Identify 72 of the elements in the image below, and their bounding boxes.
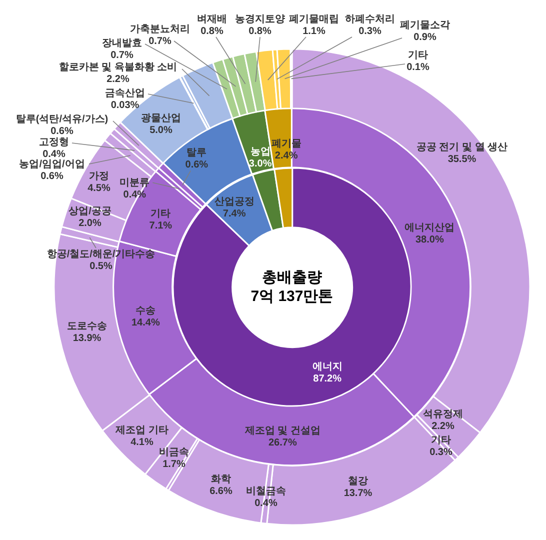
data-label: 0.03% (110, 100, 140, 111)
slice-label: 상업/공공 (68, 206, 112, 217)
slice-label: 항공/철도/해운/기타수송 (46, 249, 156, 260)
data-label: 13.7% (344, 488, 372, 499)
data-label: 0.9% (414, 32, 437, 43)
data-label: 38.0% (416, 234, 444, 246)
data-label: 0.3% (358, 26, 382, 37)
slice-label: 기타 (150, 208, 171, 220)
text: 7억 137만톤 (250, 286, 334, 306)
slice-label: 제조업 기타 (114, 425, 168, 436)
slice-label: 비금속 (159, 447, 189, 458)
slice-label: 에너지 (312, 360, 342, 372)
data-label: 0.6% (40, 171, 64, 182)
data-label: 35.5% (448, 154, 476, 165)
slice-label: 농업 (250, 146, 270, 157)
data-label: 0.3% (430, 447, 453, 458)
slice-label: 탈루(석탄/석유/가스) (16, 114, 108, 125)
slice-label: 장내발효 (102, 38, 142, 49)
data-label: 0.1% (406, 62, 430, 73)
slice-label: 에너지산업 (404, 222, 455, 234)
data-label: 0.4% (42, 149, 66, 160)
slice-label: 할로카본 및 육불화황 소비 (58, 62, 178, 73)
data-label: 4.5% (88, 183, 111, 194)
data-label: 26.7% (268, 438, 298, 449)
data-label: 0.7% (110, 50, 134, 61)
data-label: 2.2% (106, 74, 130, 85)
slice-label: 농경지토양 (235, 14, 285, 25)
data-label: 7.4% (222, 208, 246, 219)
data-label: 1.7% (162, 459, 186, 470)
slice-label: 미분류 (120, 178, 150, 189)
data-label: 13.9% (72, 333, 102, 344)
slice-label: 폐기물매립 (289, 14, 339, 25)
data-label: 87.2% (312, 372, 342, 384)
data-label: 0.4% (124, 190, 146, 201)
data-label: 2.2% (432, 421, 455, 432)
data-label: 14.4% (132, 318, 160, 329)
slice-label: 기타 (431, 435, 451, 446)
slice-label: 철강 (348, 476, 368, 487)
data-label: 4.1% (130, 437, 154, 448)
data-label: 0.6% (50, 126, 74, 137)
slice-label: 공공 전기 및 열 생산 (416, 142, 508, 153)
slice-label: 고정형 (39, 137, 69, 148)
slice-label: 금속산업 (105, 88, 145, 99)
slice-label: 하폐수처리 (345, 14, 395, 25)
data-label: 0.7% (148, 36, 172, 47)
slice-label: 산업공정 (214, 196, 254, 207)
data-label: 0.8% (200, 26, 224, 37)
slice-label: 기타 (408, 50, 428, 61)
slice-label: 비철금속 (246, 486, 286, 497)
data-label: 2.0% (78, 218, 102, 229)
slice-label: 화학 (211, 474, 231, 485)
data-label: 5.0% (150, 125, 173, 136)
text: 총배출량 (260, 268, 323, 287)
slice-label: 제조업 및 건설업 (244, 426, 321, 437)
data-label: 3.0% (248, 158, 272, 169)
data-label: 1.1% (302, 26, 326, 37)
data-label: 0.4% (254, 498, 278, 509)
data-label: 0.5% (90, 261, 113, 272)
slice-label: 도로수송 (67, 321, 107, 332)
slice-label: 탈루 (186, 148, 207, 159)
data-label: 0.8% (248, 26, 272, 37)
data-label: 0.6% (186, 160, 208, 171)
slice-label: 가정 (89, 171, 109, 182)
slice-label: 벼재배 (197, 14, 227, 25)
data-label: 6.6% (210, 486, 233, 497)
slice-label: 농업/임업/어업 (19, 159, 85, 170)
slice-label: 수송 (136, 306, 156, 317)
slice-label: 석유정제 (423, 409, 463, 420)
slice-label: 광물산업 (141, 113, 181, 124)
slice-label: 가축분뇨처리 (130, 24, 190, 35)
slice-label: 폐기물소각 (400, 20, 450, 31)
data-label: 7.1% (150, 220, 172, 232)
